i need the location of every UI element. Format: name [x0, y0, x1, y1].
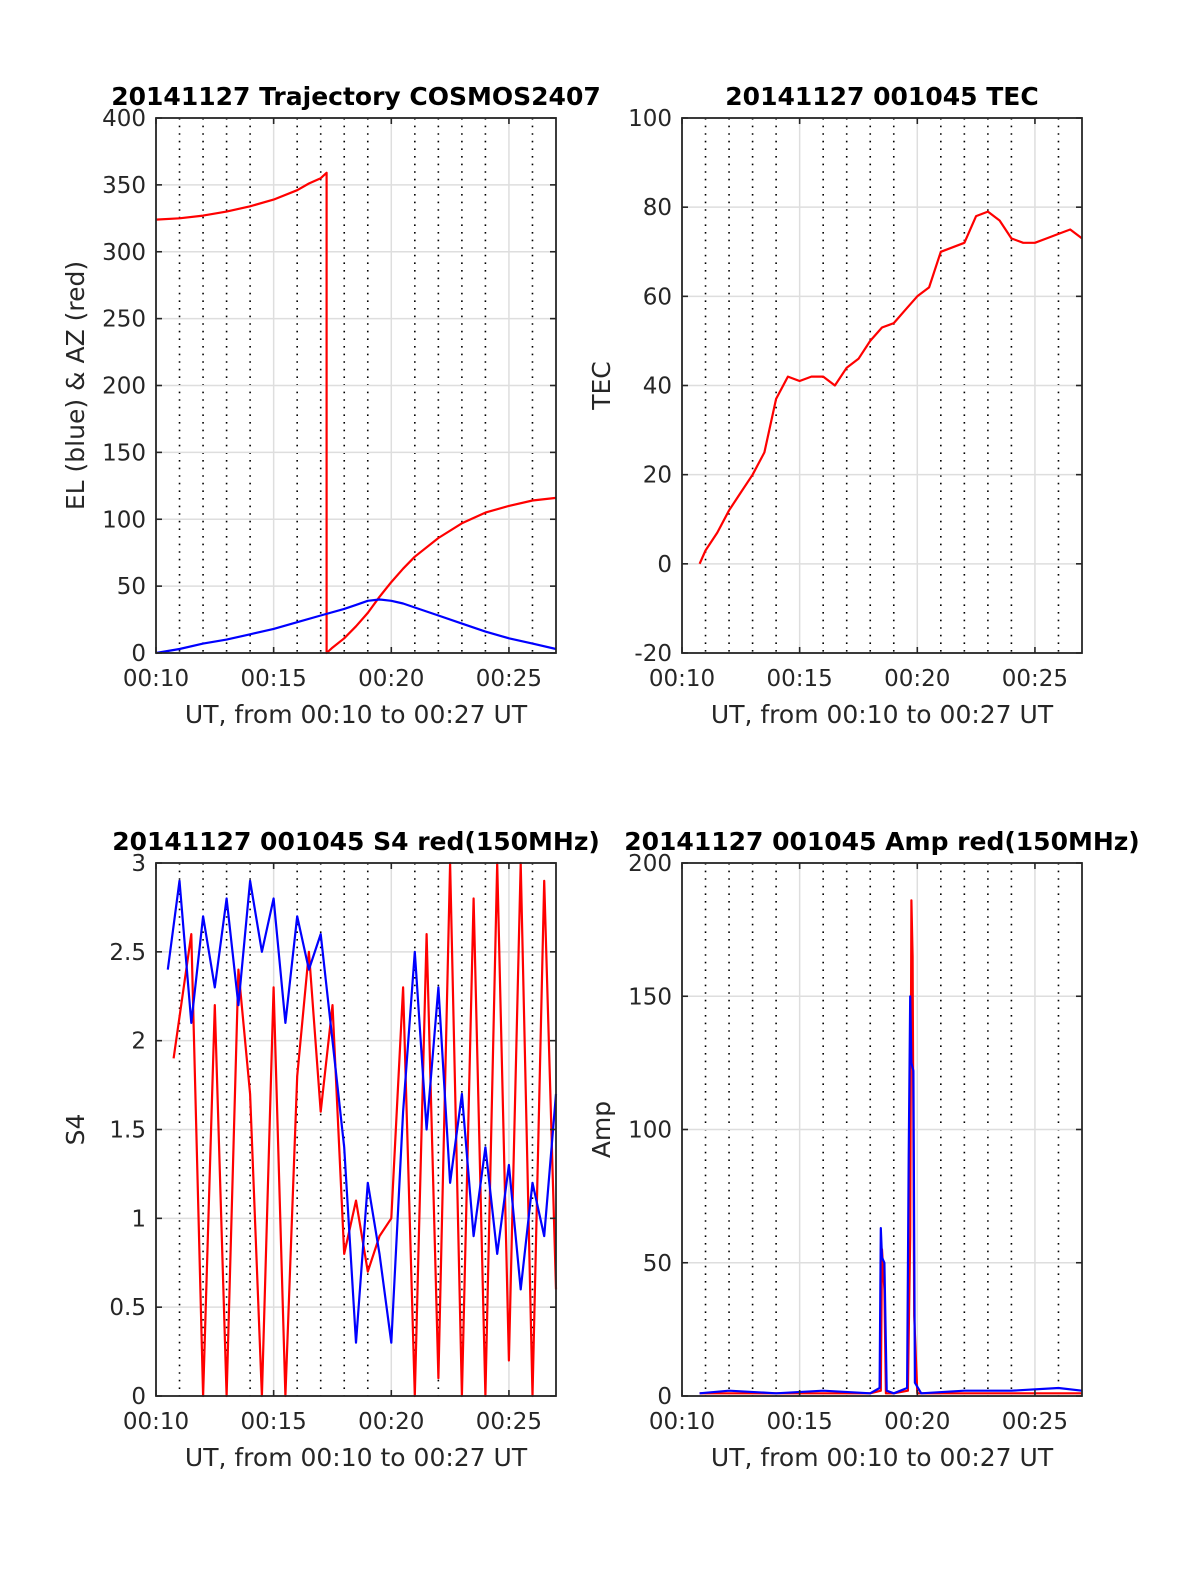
- x-tick-label: 00:15: [240, 1409, 306, 1435]
- y-tick-label: 0: [131, 1384, 146, 1410]
- y-tick-label: -20: [634, 641, 672, 667]
- y-tick-label: 150: [628, 984, 672, 1010]
- x-tick-label: 00:25: [1002, 666, 1068, 692]
- chart-title: 20141127 001045 S4 red(150MHz): [112, 827, 600, 856]
- x-axis-label: UT, from 00:10 to 00:27 UT: [711, 700, 1054, 729]
- series-line-1: [698, 210, 1083, 565]
- x-tick-label: 00:20: [358, 666, 424, 692]
- chart-title: 20141127 001045 TEC: [725, 82, 1038, 111]
- y-tick-label: 0: [657, 1384, 672, 1410]
- x-tick-label: 00:10: [649, 1409, 715, 1435]
- series-line-2: [699, 995, 1083, 1395]
- x-tick-label: 00:10: [649, 666, 715, 692]
- y-tick-label: 300: [102, 240, 146, 266]
- y-tick-label: 0: [657, 552, 672, 578]
- y-tick-label: 0: [131, 641, 146, 667]
- y-tick-label: 0.5: [109, 1295, 146, 1321]
- x-tick-label: 00:20: [358, 1409, 424, 1435]
- x-axis-label: UT, from 00:10 to 00:27 UT: [711, 1443, 1054, 1472]
- y-tick-label: 400: [102, 106, 146, 132]
- x-tick-label: 00:15: [766, 666, 832, 692]
- y-tick-label: 150: [102, 440, 146, 466]
- y-tick-label: 50: [117, 574, 146, 600]
- chart-panel-4: 00:10 00:15 00:20 00:25 0 50 100 150 20020141127…: [587, 827, 1140, 1472]
- x-tick-label: 00:20: [884, 1409, 950, 1435]
- x-tick-label: 00:15: [240, 666, 306, 692]
- y-tick-label: 1: [131, 1206, 146, 1232]
- chart-title: 20141127 001045 Amp red(150MHz): [624, 827, 1140, 856]
- x-axis-label: UT, from 00:10 to 00:27 UT: [185, 700, 528, 729]
- y-axis-label: EL (blue) & AZ (red): [61, 261, 90, 510]
- y-tick-label: 50: [643, 1251, 672, 1277]
- y-tick-label: 100: [628, 1118, 672, 1144]
- y-tick-label: 100: [628, 106, 672, 132]
- x-tick-label: 00:10: [123, 666, 189, 692]
- y-tick-label: 200: [628, 851, 672, 877]
- y-axis-label: Amp: [587, 1101, 616, 1158]
- y-tick-label: 80: [643, 195, 672, 221]
- x-tick-label: 00:25: [1002, 1409, 1068, 1435]
- y-tick-label: 2: [131, 1029, 146, 1055]
- y-tick-label: 250: [102, 307, 146, 333]
- chart-title: 20141127 Trajectory COSMOS2407: [111, 82, 601, 111]
- y-tick-label: 2.5: [109, 940, 146, 966]
- y-axis-label: TEC: [587, 361, 616, 411]
- x-axis-label: UT, from 00:10 to 00:27 UT: [185, 1443, 528, 1472]
- chart-panel-1: 00:10 00:15 00:20 00:25 0 50 100 150 200 250 300 35…: [61, 82, 601, 729]
- y-axis-label: S4: [61, 1114, 90, 1146]
- y-tick-label: 40: [643, 374, 672, 400]
- x-tick-label: 00:15: [766, 1409, 832, 1435]
- y-tick-label: 20: [643, 463, 672, 489]
- x-tick-label: 00:10: [123, 1409, 189, 1435]
- x-tick-label: 00:25: [476, 1409, 542, 1435]
- y-tick-label: 1.5: [109, 1118, 146, 1144]
- y-tick-label: 350: [102, 173, 146, 199]
- x-tick-label: 00:20: [884, 666, 950, 692]
- y-tick-label: 60: [643, 284, 672, 310]
- chart-panel-2: 00:10 00:15 00:20 00:25 -20 0 20 40 60 80 100 20141…: [587, 82, 1083, 729]
- y-tick-label: 200: [102, 374, 146, 400]
- y-tick-label: 100: [102, 507, 146, 533]
- x-tick-label: 00:25: [476, 666, 542, 692]
- series-line-2: [166, 879, 558, 1344]
- chart-panel-3: 00:10 00:15 00:20 00:25 0 0.5 1 1.5 2 2.5 32014112…: [61, 827, 600, 1472]
- y-tick-label: 3: [131, 851, 146, 877]
